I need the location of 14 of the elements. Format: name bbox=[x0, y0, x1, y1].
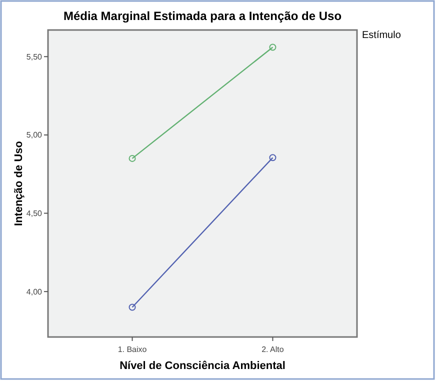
point bbox=[128, 154, 136, 162]
x-axis-title: Nível de Consciência Ambiental bbox=[120, 360, 286, 372]
y-tick-label: 5,00 bbox=[26, 130, 43, 140]
x-tick-label: 2. Alto bbox=[262, 345, 284, 354]
point bbox=[128, 304, 136, 311]
chart-title: Média Marginal Estimada para a Intenção de Uso bbox=[63, 9, 342, 23]
point bbox=[269, 44, 276, 51]
y-tick-label: 4,00 bbox=[26, 287, 43, 296]
y-axis-title: Intenção de Uso bbox=[13, 140, 25, 226]
y-tick-label: 5,50 bbox=[26, 52, 43, 62]
x-tick-label: 1. Baixo bbox=[118, 345, 148, 354]
legend-title: Estímulo bbox=[362, 30, 402, 41]
point bbox=[269, 154, 276, 162]
y-tick-label: 4,50 bbox=[26, 209, 43, 218]
